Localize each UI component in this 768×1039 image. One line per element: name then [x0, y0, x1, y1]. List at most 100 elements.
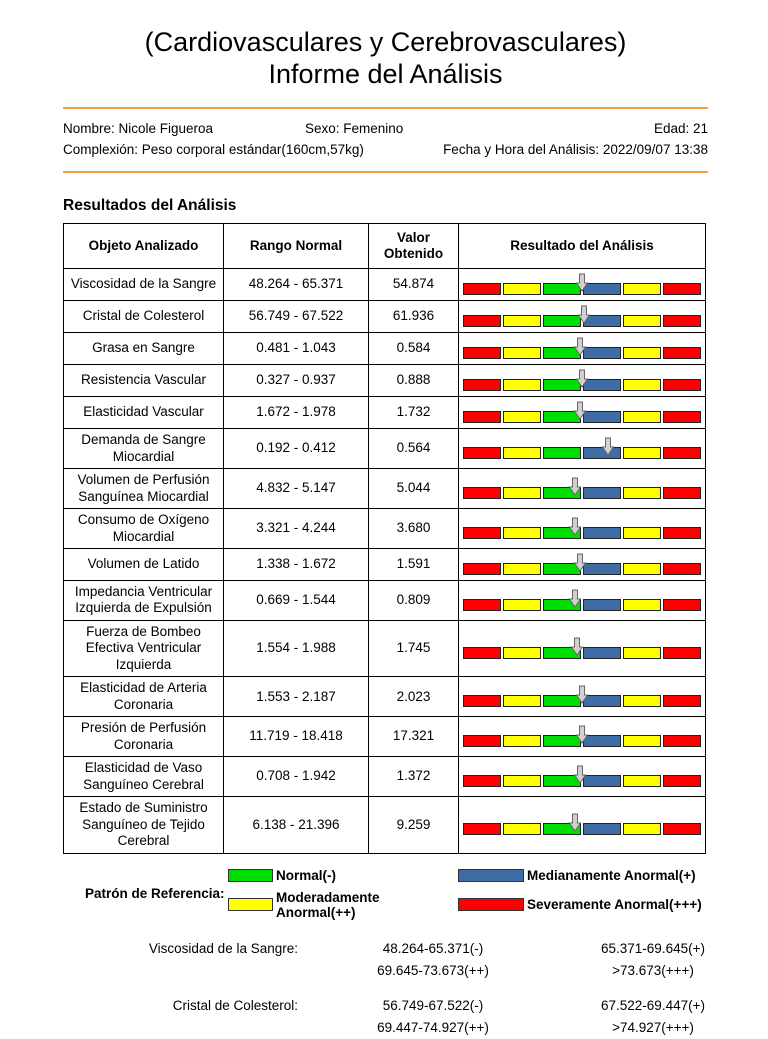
analyzed-item: Elasticidad de Vaso Sanguíneo Cerebral — [63, 756, 224, 798]
normal-range: 0.481 - 1.043 — [223, 332, 369, 366]
legend-item-moderately-abnormal: Moderadamente Anormal(++) — [228, 890, 458, 920]
normal-range: 48.264 - 65.371 — [223, 268, 369, 302]
reference-name-spacer — [63, 960, 318, 982]
bar-segment-red — [463, 411, 501, 424]
analyzed-item: Demanda de Sangre Miocardial — [63, 428, 224, 470]
bar-segment-yellow — [623, 411, 661, 424]
obtained-value: 0.809 — [368, 579, 459, 621]
reference-ranges: Viscosidad de la Sangre: 48.264-65.371(-… — [63, 938, 708, 1039]
obtained-value: 0.888 — [368, 364, 459, 398]
result-bar — [463, 735, 701, 748]
value-arrow-icon — [568, 813, 582, 833]
result-bar — [463, 411, 701, 424]
value-arrow-icon — [573, 765, 587, 785]
table-row: Cristal de Colesterol 56.749 - 67.522 61… — [63, 300, 706, 334]
bar-segment-yellow — [503, 775, 541, 788]
reference-name-spacer — [63, 1017, 318, 1039]
result-cell — [458, 547, 706, 581]
reference-range-severe: >73.673(+++) — [612, 962, 694, 978]
obtained-value: 17.321 — [368, 716, 459, 758]
bar-segment-yellow — [503, 527, 541, 539]
obtained-value: 2.023 — [368, 676, 459, 718]
result-indicator — [463, 304, 701, 329]
bar-segment-red — [663, 487, 701, 500]
bar-segment-yellow — [503, 447, 541, 460]
bar-segment-green — [543, 315, 581, 328]
result-indicator — [463, 636, 701, 661]
normal-range: 1.553 - 2.187 — [223, 676, 369, 718]
analyzed-item: Volumen de Perfusión Sanguínea Miocardia… — [63, 468, 224, 510]
result-indicator — [463, 764, 701, 789]
analyzed-item: Elasticidad Vascular — [63, 396, 224, 430]
result-indicator — [463, 436, 701, 461]
bar-segment-red — [663, 562, 701, 575]
patient-build: Complexión: Peso corporal estándar(160cm… — [63, 141, 364, 157]
legend-items: Normal(-) Medianamente Anormal(+) Modera… — [228, 868, 702, 920]
value-arrow-icon — [575, 369, 589, 389]
bar-segment-yellow — [503, 735, 541, 748]
col-header-normal-range: Rango Normal — [223, 222, 369, 270]
bar-segment-red — [663, 447, 701, 460]
bar-segment-blue — [583, 647, 621, 660]
normal-range: 0.669 - 1.544 — [223, 579, 369, 621]
result-cell — [458, 676, 706, 718]
result-indicator — [463, 476, 701, 501]
result-indicator — [463, 812, 701, 837]
reference-range-moderate: 69.447-74.927(++) — [377, 1019, 489, 1035]
bar-segment-red — [663, 315, 701, 328]
analyzed-item: Fuerza de Bombeo Efectiva Ventricular Iz… — [63, 619, 224, 678]
bar-segment-yellow — [623, 347, 661, 360]
result-cell — [458, 579, 706, 621]
obtained-value: 61.936 — [368, 300, 459, 334]
table-row: Fuerza de Bombeo Efectiva Ventricular Iz… — [63, 619, 706, 678]
table-row: Elasticidad Vascular 1.672 - 1.978 1.732 — [63, 396, 706, 430]
analyzed-item: Presión de Perfusión Coronaria — [63, 716, 224, 758]
analyzed-item: Grasa en Sangre — [63, 332, 224, 366]
obtained-value: 1.591 — [368, 547, 459, 581]
result-bar — [463, 527, 701, 539]
legend-text-mildly-abnormal: Medianamente Anormal(+) — [527, 867, 696, 883]
normal-range: 4.832 - 5.147 — [223, 468, 369, 510]
reference-block-blood-viscosity: Viscosidad de la Sangre: 48.264-65.371(-… — [63, 938, 708, 982]
obtained-value: 5.044 — [368, 468, 459, 510]
bar-segment-red — [663, 695, 701, 708]
normal-range: 0.327 - 0.937 — [223, 364, 369, 398]
result-cell — [458, 300, 706, 334]
bar-segment-red — [463, 695, 501, 708]
bar-segment-red — [463, 315, 501, 328]
bar-segment-red — [463, 647, 501, 660]
bar-segment-red — [663, 527, 701, 539]
section-title: Resultados del Análisis — [63, 196, 237, 214]
value-arrow-icon — [568, 517, 582, 536]
result-bar — [463, 598, 701, 611]
bar-segment-red — [463, 775, 501, 788]
result-indicator — [463, 272, 701, 297]
table-row: Presión de Perfusión Coronaria 11.719 - … — [63, 716, 706, 758]
bar-segment-red — [663, 775, 701, 788]
obtained-value: 1.745 — [368, 619, 459, 678]
result-bar — [463, 315, 701, 328]
report-title: (Cardiovasculares y Cerebrovasculares) I… — [63, 26, 708, 91]
table-row: Impedancia Ventricular Izquierda de Expu… — [63, 579, 706, 621]
result-indicator — [463, 336, 701, 361]
patient-info-row2: Complexión: Peso corporal estándar(160cm… — [63, 139, 708, 160]
analyzed-item: Viscosidad de la Sangre — [63, 268, 224, 302]
analyzed-item: Cristal de Colesterol — [63, 300, 224, 334]
value-arrow-icon — [575, 273, 589, 293]
result-bar — [463, 283, 701, 296]
result-cell — [458, 508, 706, 549]
result-indicator — [463, 588, 701, 613]
bar-segment-yellow — [503, 695, 541, 708]
table-row: Elasticidad de Arteria Coronaria 1.553 -… — [63, 676, 706, 718]
legend-text-normal: Normal(-) — [276, 867, 336, 883]
bar-segment-red — [663, 735, 701, 748]
value-arrow-icon — [570, 637, 584, 656]
result-bar — [463, 823, 701, 836]
analyzed-item: Elasticidad de Arteria Coronaria — [63, 676, 224, 718]
bar-segment-red — [463, 735, 501, 748]
bar-segment-yellow — [623, 823, 661, 836]
normal-range: 0.192 - 0.412 — [223, 428, 369, 470]
bar-segment-blue — [583, 347, 621, 360]
result-bar — [463, 647, 701, 660]
legend-text-moderately-abnormal: Moderadamente Anormal(++) — [276, 889, 380, 920]
